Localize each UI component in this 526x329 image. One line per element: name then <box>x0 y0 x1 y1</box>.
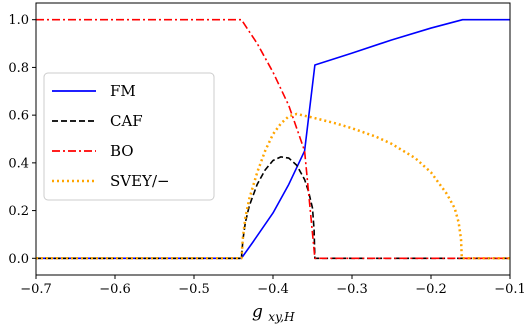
legend-label-3: SVEY/− <box>110 172 170 190</box>
series-line-0 <box>36 18 510 260</box>
x-tick-label: −0.7 <box>20 282 52 297</box>
legend-frame <box>43 72 215 201</box>
x-axis-label-subscript: xy,H <box>268 310 295 324</box>
y-tick-label: 0.8 <box>8 61 29 76</box>
x-tick-label: −0.3 <box>336 282 368 297</box>
legend-label-2: BO <box>110 142 134 160</box>
x-tick-label: −0.6 <box>99 282 131 297</box>
y-tick-label: 1.0 <box>8 13 29 28</box>
x-tick-label: −0.4 <box>257 282 289 297</box>
y-tick-label: 0.2 <box>8 204 29 219</box>
y-tick-label: 0.4 <box>8 156 29 171</box>
legend-label-0: FM <box>110 82 136 100</box>
series-line-2 <box>36 18 510 260</box>
series-line-3 <box>36 112 510 260</box>
x-tick-label: −0.5 <box>178 282 210 297</box>
x-axis-label-main: g <box>252 302 263 322</box>
x-axis-label: g xy,H <box>252 302 295 324</box>
legend-label-1: CAF <box>110 112 143 130</box>
x-tick-label: −0.2 <box>415 282 447 297</box>
legend: FM CAF BO SVEY/− <box>43 72 215 201</box>
x-tick-label: −0.1 <box>494 282 526 297</box>
y-tick-label: 0.0 <box>8 252 29 267</box>
y-tick-label: 0.6 <box>8 109 29 124</box>
